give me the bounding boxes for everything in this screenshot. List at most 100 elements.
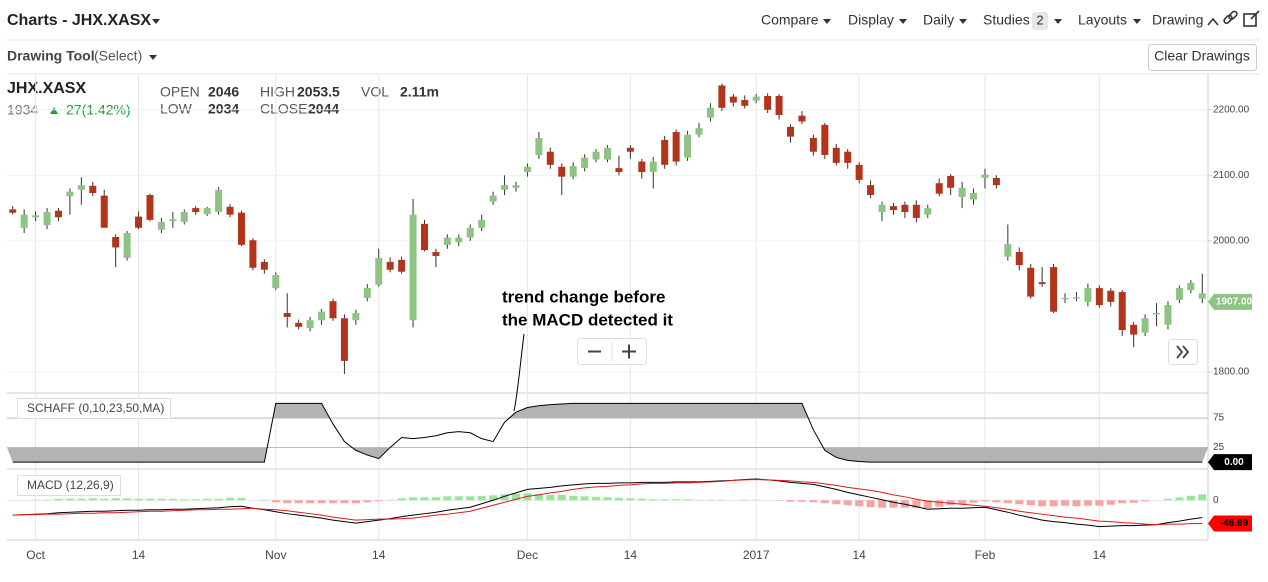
candle-body [420, 223, 428, 251]
menu[interactable]: Layouts [1078, 12, 1127, 28]
candle-body [77, 185, 85, 190]
candle-body [489, 195, 497, 202]
candle-body [1118, 292, 1126, 331]
histogram-bar [866, 500, 875, 508]
candle-body [1153, 313, 1161, 315]
candle-body [306, 320, 314, 329]
histogram-bar [466, 496, 475, 501]
candle-body [1141, 318, 1149, 333]
candle-body [523, 166, 531, 173]
candle-body [809, 137, 817, 152]
app-title[interactable]: Charts - JHX.XASX [7, 12, 151, 29]
menu[interactable]: Display [848, 12, 894, 28]
pane-label: SCHAFF (0,10,23,50,MA) [27, 401, 164, 415]
histogram-bar [649, 499, 658, 501]
histogram-bar [809, 500, 818, 503]
menu[interactable]: Daily [923, 12, 954, 28]
clear-button[interactable] [1148, 44, 1257, 71]
value-tag-label: 0.00 [1224, 457, 1244, 468]
caret [823, 19, 831, 24]
histogram-bar [1061, 500, 1070, 506]
histogram-bar [820, 500, 829, 504]
candle-body [546, 151, 554, 165]
menu[interactable]: Studies [983, 12, 1030, 28]
candle-body [581, 157, 589, 169]
candle-body [672, 132, 680, 162]
x-tick-label: 14 [1093, 548, 1107, 562]
candle-body [684, 134, 692, 158]
histogram-bar [500, 494, 509, 501]
menu[interactable]: Drawing [1152, 12, 1203, 28]
candle-body [226, 206, 234, 215]
candle-body [741, 99, 749, 106]
histogram-bar [374, 500, 383, 502]
candle-body [832, 147, 840, 163]
histogram-bar [580, 496, 589, 501]
histogram-bar [157, 498, 166, 501]
histogram-bar [409, 497, 418, 501]
candle-body [787, 126, 795, 137]
candle-body [592, 151, 600, 160]
collapse-icon[interactable] [1207, 17, 1219, 26]
histogram-bar [340, 500, 349, 504]
histogram-bar [306, 500, 315, 504]
candle-body [1164, 305, 1172, 325]
candle-body [203, 208, 211, 215]
candle-body [1015, 252, 1023, 266]
candle-body [604, 147, 611, 160]
field-label: VOL [361, 84, 389, 100]
drawing-mode[interactable]: (Select) [94, 48, 142, 64]
zoom-in[interactable] [622, 344, 636, 359]
candle-body [363, 288, 371, 298]
histogram-bar [546, 494, 555, 501]
histogram-bar [271, 500, 280, 503]
histogram-bar [420, 497, 429, 501]
candle-body [1038, 282, 1046, 285]
candle-body [718, 85, 726, 108]
schaff-line [12, 402, 1203, 463]
candle-body [924, 208, 932, 215]
field-label: LOW [160, 101, 193, 117]
x-tick-label: 14 [372, 548, 386, 562]
caret [959, 19, 967, 24]
field-label: HIGH [260, 84, 295, 100]
clear-label[interactable]: Clear Drawings [1154, 48, 1250, 64]
candle-body [352, 313, 360, 321]
histogram-bar [328, 500, 337, 504]
histogram-bar [614, 497, 623, 501]
histogram-bar [145, 498, 154, 501]
value-tag [1208, 454, 1252, 471]
histogram-bar [1038, 500, 1047, 507]
histogram-bar [557, 494, 566, 501]
drawing-tool[interactable]: Drawing Tool [7, 48, 95, 64]
candle-body [237, 212, 245, 245]
candle-body [478, 219, 486, 228]
candle-body [1130, 324, 1138, 335]
y-tick-label: 75 [1213, 413, 1225, 424]
candle-body [729, 96, 737, 103]
candle-body [260, 261, 268, 270]
candle-body [512, 185, 520, 188]
candle-body [1072, 297, 1080, 299]
menu[interactable]: Compare [761, 12, 819, 28]
link-icon[interactable] [1223, 10, 1238, 25]
y-tick-label: 25 [1213, 442, 1225, 453]
y-tick-label: 1800.00 [1213, 367, 1250, 378]
histogram-bar [237, 497, 246, 501]
histogram-bar [1049, 500, 1058, 507]
candle-body [43, 212, 51, 226]
caret [149, 55, 157, 60]
histogram-bar [1129, 500, 1138, 503]
candle-body [32, 215, 40, 218]
histogram-bar [511, 493, 520, 501]
value-tag [1208, 515, 1252, 532]
candle-body [855, 164, 863, 180]
histogram-bar [363, 500, 372, 503]
candle-body [649, 161, 657, 173]
candle-body [764, 95, 772, 110]
popout-icon[interactable] [1243, 10, 1260, 27]
histogram-bar [1026, 500, 1035, 506]
field-value: 2034 [208, 101, 239, 117]
histogram-bar [317, 500, 326, 504]
histogram-bar [88, 498, 97, 501]
